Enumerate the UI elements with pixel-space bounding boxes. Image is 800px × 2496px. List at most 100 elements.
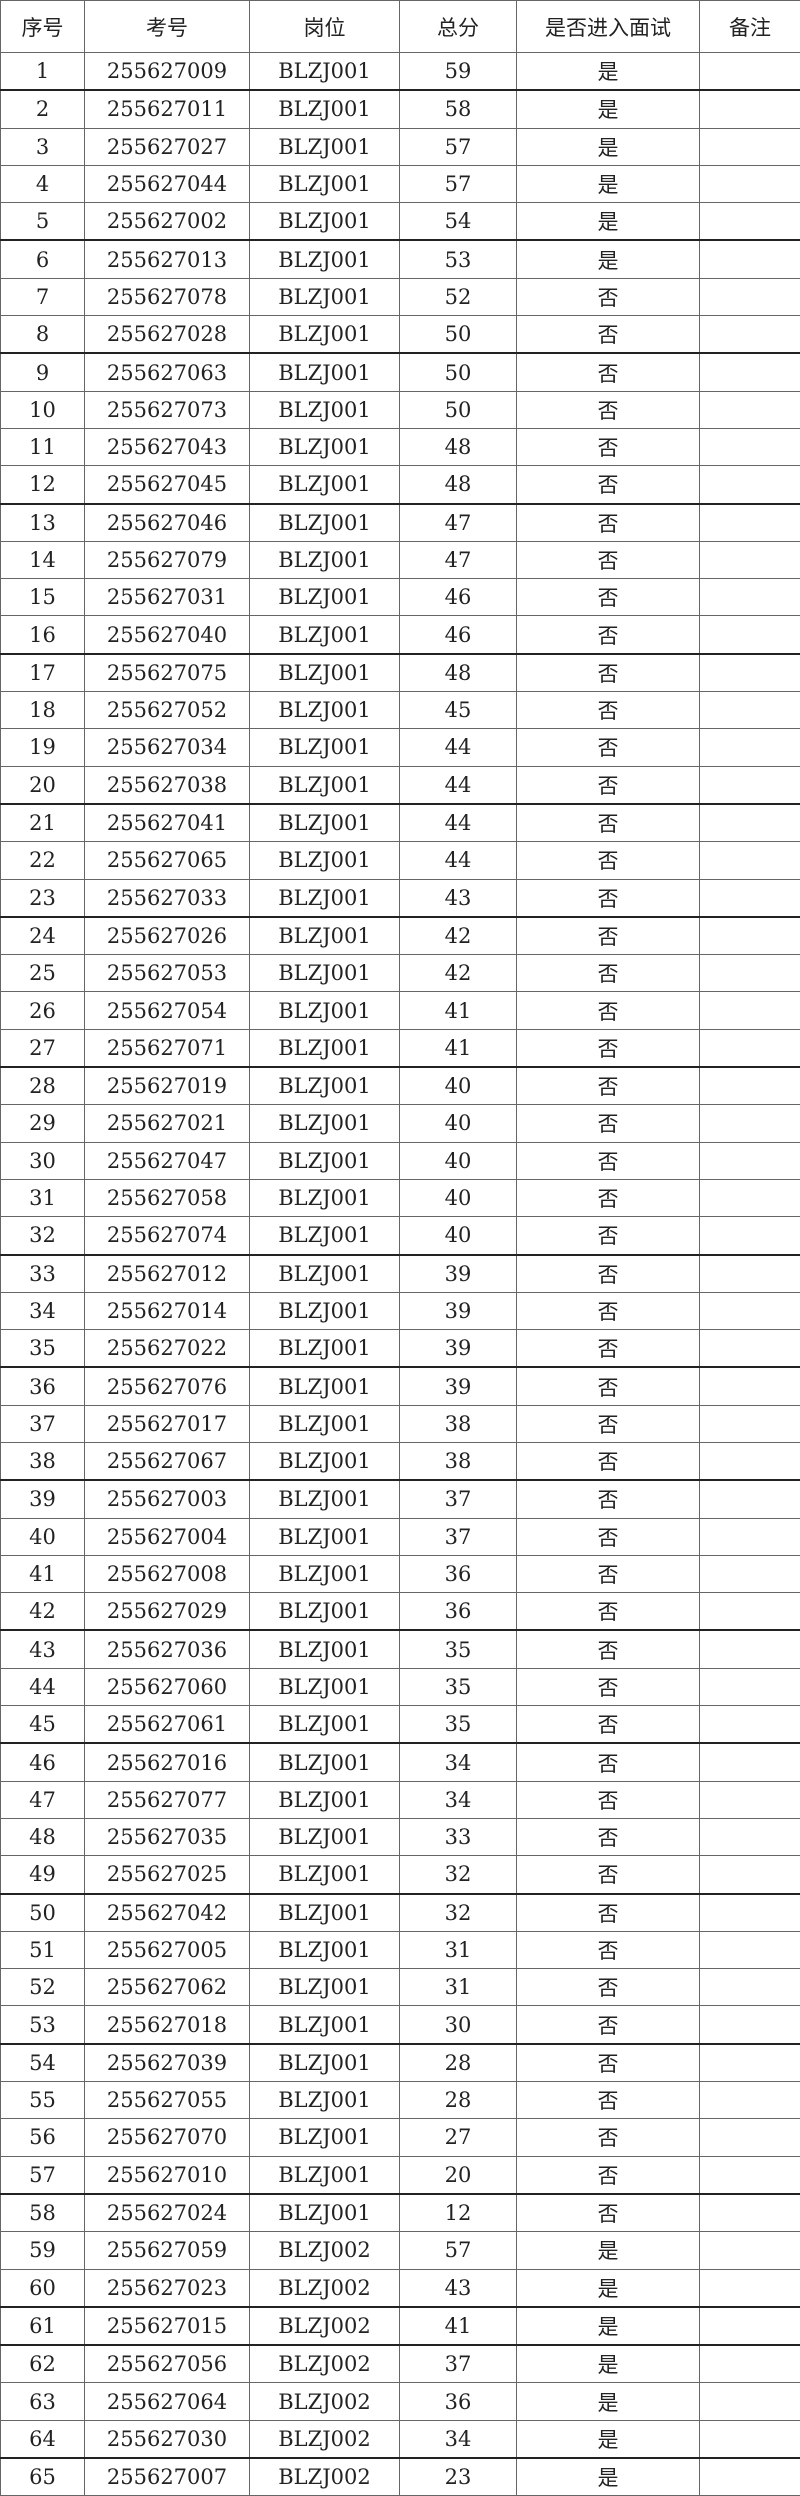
cell-interview: 否 <box>517 1668 700 1705</box>
cell-position: BLZJ001 <box>250 1255 400 1293</box>
cell-position: BLZJ001 <box>250 579 400 616</box>
cell-index: 27 <box>1 1029 85 1067</box>
header-col-interview: 是否进入面试 <box>517 1 700 53</box>
cell-index: 39 <box>1 1480 85 1518</box>
cell-exam-number: 255627074 <box>85 1217 250 1255</box>
cell-interview: 否 <box>517 1067 700 1105</box>
cell-remarks <box>700 278 800 315</box>
cell-total-score: 37 <box>400 1480 517 1518</box>
cell-remarks <box>700 2006 800 2044</box>
cell-interview: 是 <box>517 2232 700 2269</box>
cell-remarks <box>700 2156 800 2194</box>
cell-exam-number: 255627014 <box>85 1292 250 1329</box>
cell-remarks <box>700 2232 800 2269</box>
cell-total-score: 35 <box>400 1706 517 1744</box>
cell-index: 30 <box>1 1142 85 1179</box>
cell-interview: 否 <box>517 1630 700 1668</box>
cell-total-score: 36 <box>400 2383 517 2420</box>
cell-position: BLZJ001 <box>250 1067 400 1105</box>
cell-position: BLZJ001 <box>250 1029 400 1067</box>
cell-index: 8 <box>1 316 85 354</box>
cell-position: BLZJ001 <box>250 128 400 165</box>
cell-interview: 是 <box>517 2307 700 2345</box>
cell-index: 28 <box>1 1067 85 1105</box>
cell-interview: 否 <box>517 1480 700 1518</box>
cell-remarks <box>700 1706 800 1744</box>
cell-position: BLZJ001 <box>250 879 400 917</box>
cell-index: 49 <box>1 1856 85 1894</box>
cell-exam-number: 255627028 <box>85 316 250 354</box>
cell-exam-number: 255627002 <box>85 203 250 241</box>
cell-interview: 否 <box>517 766 700 804</box>
cell-exam-number: 255627030 <box>85 2420 250 2458</box>
cell-remarks <box>700 842 800 879</box>
cell-index: 53 <box>1 2006 85 2044</box>
cell-index: 48 <box>1 1818 85 1855</box>
cell-index: 45 <box>1 1706 85 1744</box>
cell-interview: 否 <box>517 654 700 692</box>
cell-remarks <box>700 879 800 917</box>
cell-exam-number: 255627040 <box>85 616 250 654</box>
cell-interview: 否 <box>517 1743 700 1781</box>
cell-total-score: 30 <box>400 2006 517 2044</box>
cell-position: BLZJ001 <box>250 1518 400 1555</box>
cell-total-score: 48 <box>400 466 517 504</box>
cell-index: 55 <box>1 2082 85 2119</box>
cell-remarks <box>700 1029 800 1067</box>
cell-index: 37 <box>1 1405 85 1442</box>
cell-total-score: 59 <box>400 53 517 91</box>
cell-total-score: 28 <box>400 2044 517 2082</box>
cell-position: BLZJ001 <box>250 90 400 128</box>
cell-index: 40 <box>1 1518 85 1555</box>
cell-position: BLZJ001 <box>250 203 400 241</box>
cell-total-score: 43 <box>400 879 517 917</box>
cell-total-score: 44 <box>400 729 517 766</box>
cell-index: 46 <box>1 1743 85 1781</box>
cell-position: BLZJ001 <box>250 428 400 465</box>
cell-position: BLZJ001 <box>250 766 400 804</box>
cell-interview: 否 <box>517 616 700 654</box>
cell-exam-number: 255627011 <box>85 90 250 128</box>
cell-remarks <box>700 2383 800 2420</box>
cell-exam-number: 255627023 <box>85 2269 250 2307</box>
cell-remarks <box>700 1894 800 1932</box>
cell-interview: 否 <box>517 2156 700 2194</box>
cell-interview: 否 <box>517 1555 700 1592</box>
cell-position: BLZJ001 <box>250 1105 400 1142</box>
cell-position: BLZJ001 <box>250 466 400 504</box>
cell-remarks <box>700 1255 800 1293</box>
cell-interview: 否 <box>517 466 700 504</box>
cell-remarks <box>700 316 800 354</box>
cell-total-score: 33 <box>400 1818 517 1855</box>
cell-index: 11 <box>1 428 85 465</box>
cell-total-score: 54 <box>400 203 517 241</box>
cell-interview: 否 <box>517 2119 700 2156</box>
cell-interview: 否 <box>517 391 700 428</box>
cell-position: BLZJ001 <box>250 1405 400 1442</box>
cell-exam-number: 255627053 <box>85 955 250 992</box>
cell-interview: 是 <box>517 165 700 202</box>
cell-index: 20 <box>1 766 85 804</box>
cell-position: BLZJ001 <box>250 1217 400 1255</box>
cell-exam-number: 255627019 <box>85 1067 250 1105</box>
cell-position: BLZJ001 <box>250 1969 400 2006</box>
cell-position: BLZJ002 <box>250 2232 400 2269</box>
cell-index: 17 <box>1 654 85 692</box>
cell-exam-number: 255627031 <box>85 579 250 616</box>
cell-position: BLZJ001 <box>250 391 400 428</box>
cell-position: BLZJ001 <box>250 616 400 654</box>
cell-index: 47 <box>1 1781 85 1818</box>
cell-position: BLZJ001 <box>250 1555 400 1592</box>
